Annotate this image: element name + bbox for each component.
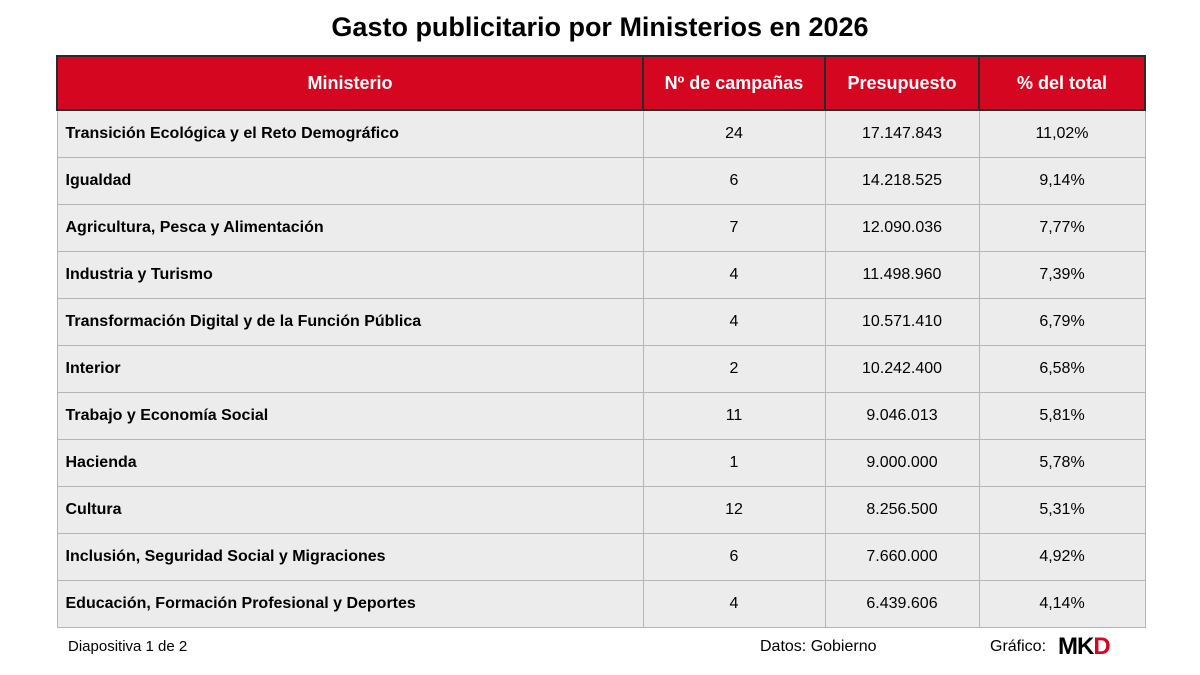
campaigns-cell: 6 xyxy=(642,157,826,205)
budget-cell: 14.218.525 xyxy=(824,157,980,205)
budget-cell: 9.000.000 xyxy=(824,439,980,487)
table-row: Cultura 12 8.256.500 5,31% xyxy=(56,486,1146,534)
ministry-cell: Interior xyxy=(56,345,644,393)
ministry-cell: Inclusión, Seguridad Social y Migracione… xyxy=(56,533,644,581)
budget-cell: 17.147.843 xyxy=(824,109,980,158)
campaigns-cell: 4 xyxy=(642,251,826,299)
percent-cell: 5,31% xyxy=(978,486,1146,534)
column-header-campanas: Nº de campañas xyxy=(642,55,826,111)
budget-cell: 6.439.606 xyxy=(824,580,980,628)
ministry-cell: Cultura xyxy=(56,486,644,534)
table-row: Transición Ecológica y el Reto Demográfi… xyxy=(56,109,1146,158)
table-row: Igualdad 6 14.218.525 9,14% xyxy=(56,157,1146,205)
table-row: Interior 2 10.242.400 6,58% xyxy=(56,345,1146,393)
budget-cell: 11.498.960 xyxy=(824,251,980,299)
ministry-cell: Agricultura, Pesca y Alimentación xyxy=(56,204,644,252)
budget-cell: 7.660.000 xyxy=(824,533,980,581)
percent-cell: 5,78% xyxy=(978,439,1146,487)
table-header-row: Ministerio Nº de campañas Presupuesto % … xyxy=(56,55,1146,111)
budget-cell: 10.242.400 xyxy=(824,345,980,393)
ministry-cell: Educación, Formación Profesional y Depor… xyxy=(56,580,644,628)
ministry-cell: Hacienda xyxy=(56,439,644,487)
column-header-presupuesto: Presupuesto xyxy=(824,55,980,111)
ministry-cell: Trabajo y Economía Social xyxy=(56,392,644,440)
percent-cell: 7,77% xyxy=(978,204,1146,252)
percent-cell: 4,14% xyxy=(978,580,1146,628)
percent-cell: 6,79% xyxy=(978,298,1146,346)
table-row: Transformación Digital y de la Función P… xyxy=(56,298,1146,346)
logo-text-d: D xyxy=(1093,633,1110,660)
campaigns-cell: 12 xyxy=(642,486,826,534)
campaigns-cell: 6 xyxy=(642,533,826,581)
campaigns-cell: 1 xyxy=(642,439,826,487)
page-title: Gasto publicitario por Ministerios en 20… xyxy=(331,12,869,42)
campaigns-cell: 7 xyxy=(642,204,826,252)
mkd-logo: MKD xyxy=(1058,633,1111,660)
percent-cell: 11,02% xyxy=(978,109,1146,158)
table-row: Industria y Turismo 4 11.498.960 7,39% xyxy=(56,251,1146,299)
data-table: Ministerio Nº de campañas Presupuesto % … xyxy=(56,55,1146,628)
campaigns-cell: 4 xyxy=(642,298,826,346)
percent-cell: 6,58% xyxy=(978,345,1146,393)
ministry-cell: Transición Ecológica y el Reto Demográfi… xyxy=(56,109,644,158)
data-source: Datos: Gobierno xyxy=(760,638,877,655)
budget-cell: 9.046.013 xyxy=(824,392,980,440)
chart-credit: Gráfico: MKD xyxy=(990,633,1111,660)
credit-label: Gráfico: xyxy=(990,638,1047,655)
table-row: Educación, Formación Profesional y Depor… xyxy=(56,580,1146,628)
percent-cell: 7,39% xyxy=(978,251,1146,299)
logo-text-mk: MK xyxy=(1058,633,1094,660)
campaigns-cell: 2 xyxy=(642,345,826,393)
budget-cell: 12.090.036 xyxy=(824,204,980,252)
ministry-cell: Igualdad xyxy=(56,157,644,205)
column-header-porcentaje: % del total xyxy=(978,55,1146,111)
table-row: Inclusión, Seguridad Social y Migracione… xyxy=(56,533,1146,581)
budget-cell: 10.571.410 xyxy=(824,298,980,346)
percent-cell: 5,81% xyxy=(978,392,1146,440)
percent-cell: 9,14% xyxy=(978,157,1146,205)
table-row: Trabajo y Economía Social 11 9.046.013 5,81… xyxy=(56,392,1146,440)
slide-indicator: Diapositiva 1 de 2 xyxy=(68,638,188,655)
table-row: Hacienda 1 9.000.000 5,78% xyxy=(56,439,1146,487)
campaigns-cell: 4 xyxy=(642,580,826,628)
percent-cell: 4,92% xyxy=(978,533,1146,581)
campaigns-cell: 11 xyxy=(642,392,826,440)
ministry-cell: Transformación Digital y de la Función P… xyxy=(56,298,644,346)
column-header-ministerio: Ministerio xyxy=(56,55,644,111)
ministry-cell: Industria y Turismo xyxy=(56,251,644,299)
table-row: Agricultura, Pesca y Alimentación 7 12.090… xyxy=(56,204,1146,252)
campaigns-cell: 24 xyxy=(642,109,826,158)
table-body: Transición Ecológica y el Reto Demográfi… xyxy=(56,109,1146,628)
budget-cell: 8.256.500 xyxy=(824,486,980,534)
